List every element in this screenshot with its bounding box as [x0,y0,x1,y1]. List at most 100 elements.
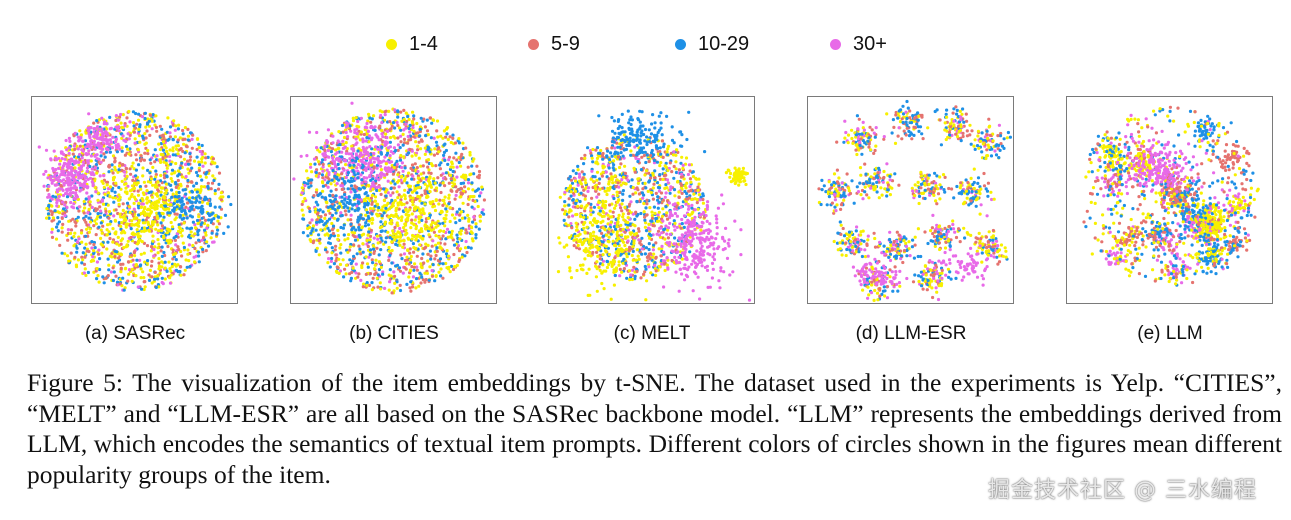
scatter-point [428,249,432,253]
scatter-point [375,163,379,168]
scatter-point [321,165,325,169]
scatter-point [628,245,632,249]
scatter-point [356,162,360,167]
scatter-point [168,148,172,152]
scatter-point [337,130,341,134]
scatter-point [567,203,571,207]
scatter-point [75,180,79,184]
scatter-point [627,252,631,256]
scatter-point [406,114,410,119]
scatter-point [100,199,104,203]
scatter-point [623,230,627,234]
scatter-point [407,151,411,155]
scatter-point [331,224,336,228]
scatter-point [161,218,165,222]
scatter-point [580,170,584,174]
scatter-point [195,147,199,152]
scatter-point [222,231,226,235]
scatter-point [164,191,168,195]
scatter-point [344,272,348,276]
scatter-point [116,235,120,239]
scatter-point [406,248,410,252]
scatter-point [164,146,168,150]
scatter-point [143,116,147,121]
scatter-point [474,222,478,226]
scatter-point [478,219,482,223]
scatter-point [368,173,372,178]
scatter-point [163,144,167,148]
scatter-point [404,111,408,115]
scatter-point [649,173,653,177]
scatter-point [366,194,370,198]
scatter-point [323,157,327,162]
scatter-point [93,143,97,147]
scatter-point [353,238,358,242]
scatter-point [423,202,427,206]
scatter-point [154,173,158,177]
scatter-point [192,184,196,188]
scatter-point [407,126,411,131]
scatter-point [197,260,201,264]
scatter-point [166,244,170,249]
scatter-point [404,126,408,130]
scatter-point [159,142,163,146]
scatter-point [563,209,567,213]
scatter-point [401,132,405,136]
scatter-point [412,268,416,272]
scatter-point [426,216,430,220]
scatter-point [439,274,443,278]
scatter-point [51,194,55,198]
scatter-point [78,152,82,157]
scatter-point [108,254,112,258]
scatter-point [336,237,340,241]
scatter-point [421,164,425,168]
scatter-point [49,209,53,213]
scatter-point [415,121,419,126]
scatter-point [437,146,441,150]
legend-label-5-9: 5-9 [551,32,580,55]
scatter-point [382,198,386,202]
scatter-point [54,167,58,172]
scatter-point [397,185,401,189]
scatter-point [329,234,333,238]
scatter-point [470,181,474,185]
scatter-point [115,126,119,130]
scatter-point [165,166,169,170]
scatter-point [390,248,394,253]
scatter-point [142,276,146,280]
scatter-point [377,253,381,257]
scatter-point [366,233,370,237]
scatter-point [173,135,177,139]
scatter-point [137,163,141,167]
scatter-point [386,191,390,195]
scatter-point [394,148,398,153]
scatter-point [329,204,333,208]
scatter-point [385,129,390,133]
scatter-point [163,253,167,258]
scatter-point [381,135,385,139]
scatter-point [406,190,410,194]
scatter-point [465,231,469,235]
scatter-point [417,229,422,233]
scatter-point [631,249,635,253]
scatter-point [46,176,50,180]
scatter-point [86,270,90,275]
scatter-point [130,253,134,257]
scatter-point [397,193,401,197]
scatter-point [392,270,396,274]
scatter-point [443,195,447,199]
scatter-point [621,198,625,202]
scatter-point [372,152,376,156]
scatter-point [71,176,75,180]
scatter-point [314,249,318,253]
scatter-point [104,209,108,213]
scatter-point [149,245,154,249]
scatter-point [159,160,163,164]
scatter-point [216,228,220,232]
scatter-point [409,258,413,262]
scatter-point [371,187,375,191]
scatter-point [215,232,219,236]
scatter-point [387,215,391,219]
scatter-point [87,112,91,116]
scatter-point [367,112,371,116]
